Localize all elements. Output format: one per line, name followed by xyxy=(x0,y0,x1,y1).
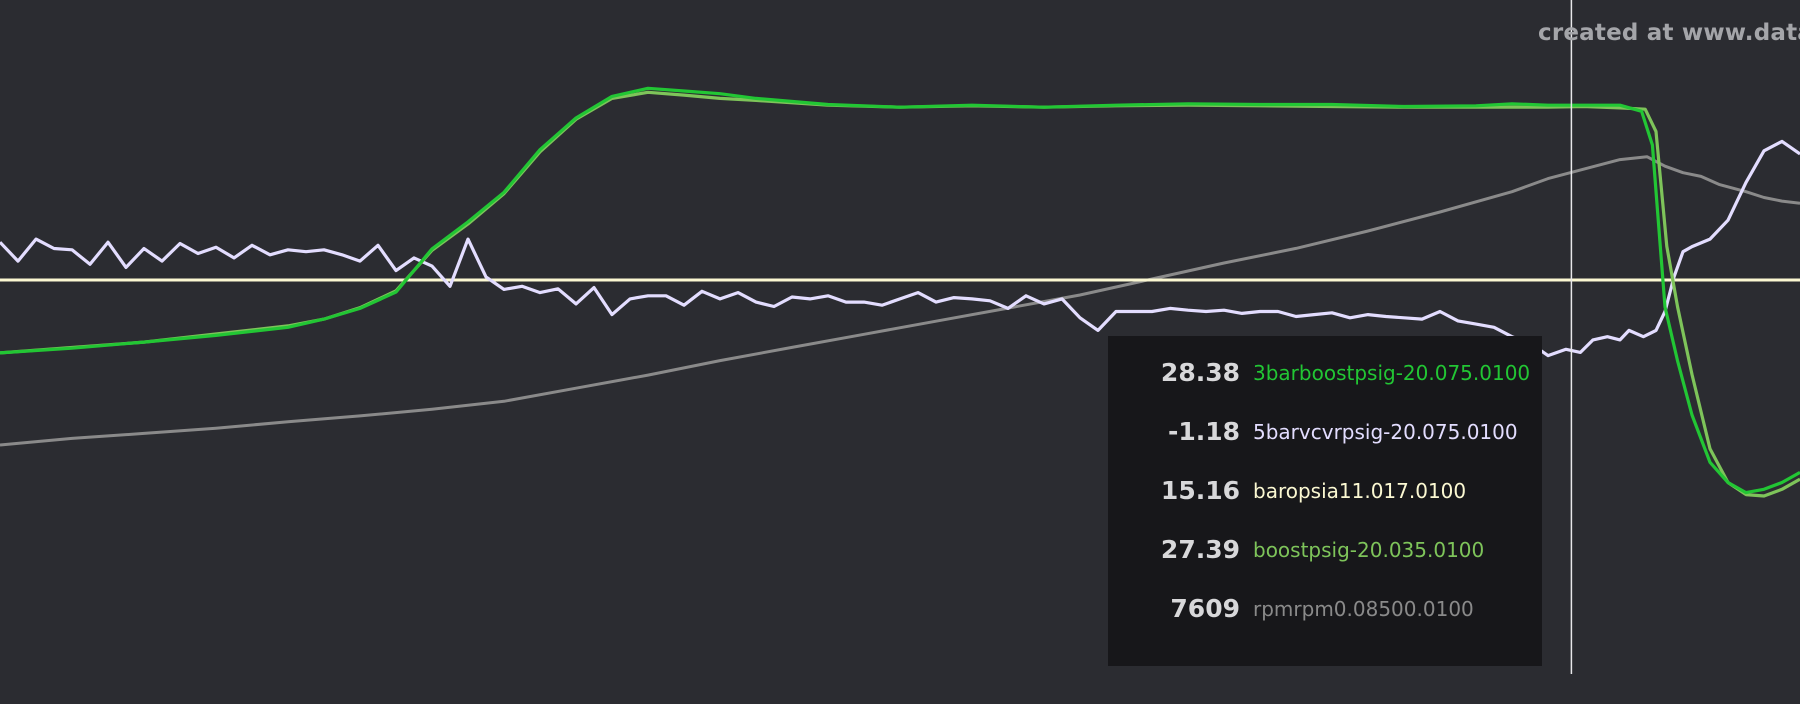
tooltip-row: 15.16 baropsia11.017.0100 xyxy=(1108,471,1542,511)
tooltip-value: -1.18 xyxy=(1167,417,1240,446)
tooltip-series-label: 5barvcvrpsig-20.075.0100 xyxy=(1253,420,1518,444)
tooltip-series-label: boostpsig-20.035.0100 xyxy=(1253,538,1485,562)
series-line-3barboostpsig-20.075.0100 xyxy=(0,86,1800,495)
series-line-rpmrpm0.08500.0100 xyxy=(0,155,1800,447)
watermark-text: created at www.datazap.me xyxy=(1538,20,1800,46)
tooltip-row: 7609 rpmrpm0.08500.0100 xyxy=(1108,589,1542,629)
tooltip-value: 28.38 xyxy=(1160,358,1240,387)
tooltip-row: 27.39 boostpsig-20.035.0100 xyxy=(1108,530,1542,570)
tooltip-value: 27.39 xyxy=(1160,535,1240,564)
tooltip-row: -1.18 5barvcvrpsig-20.075.0100 xyxy=(1108,412,1542,452)
tooltip-row: 28.38 3barboostpsig-20.075.0100 xyxy=(1108,353,1542,393)
tooltip-series-label: baropsia11.017.0100 xyxy=(1253,479,1467,503)
data-tooltip: 28.38 3barboostpsig-20.075.0100 -1.18 5b… xyxy=(1108,336,1542,666)
tooltip-series-label: rpmrpm0.08500.0100 xyxy=(1253,597,1474,621)
series-line-5barvcvrpsig-20.075.0100 xyxy=(0,139,1800,358)
tooltip-value: 15.16 xyxy=(1160,476,1240,505)
tooltip-series-label: 3barboostpsig-20.075.0100 xyxy=(1253,361,1531,385)
tooltip-value: 7609 xyxy=(1170,594,1240,623)
